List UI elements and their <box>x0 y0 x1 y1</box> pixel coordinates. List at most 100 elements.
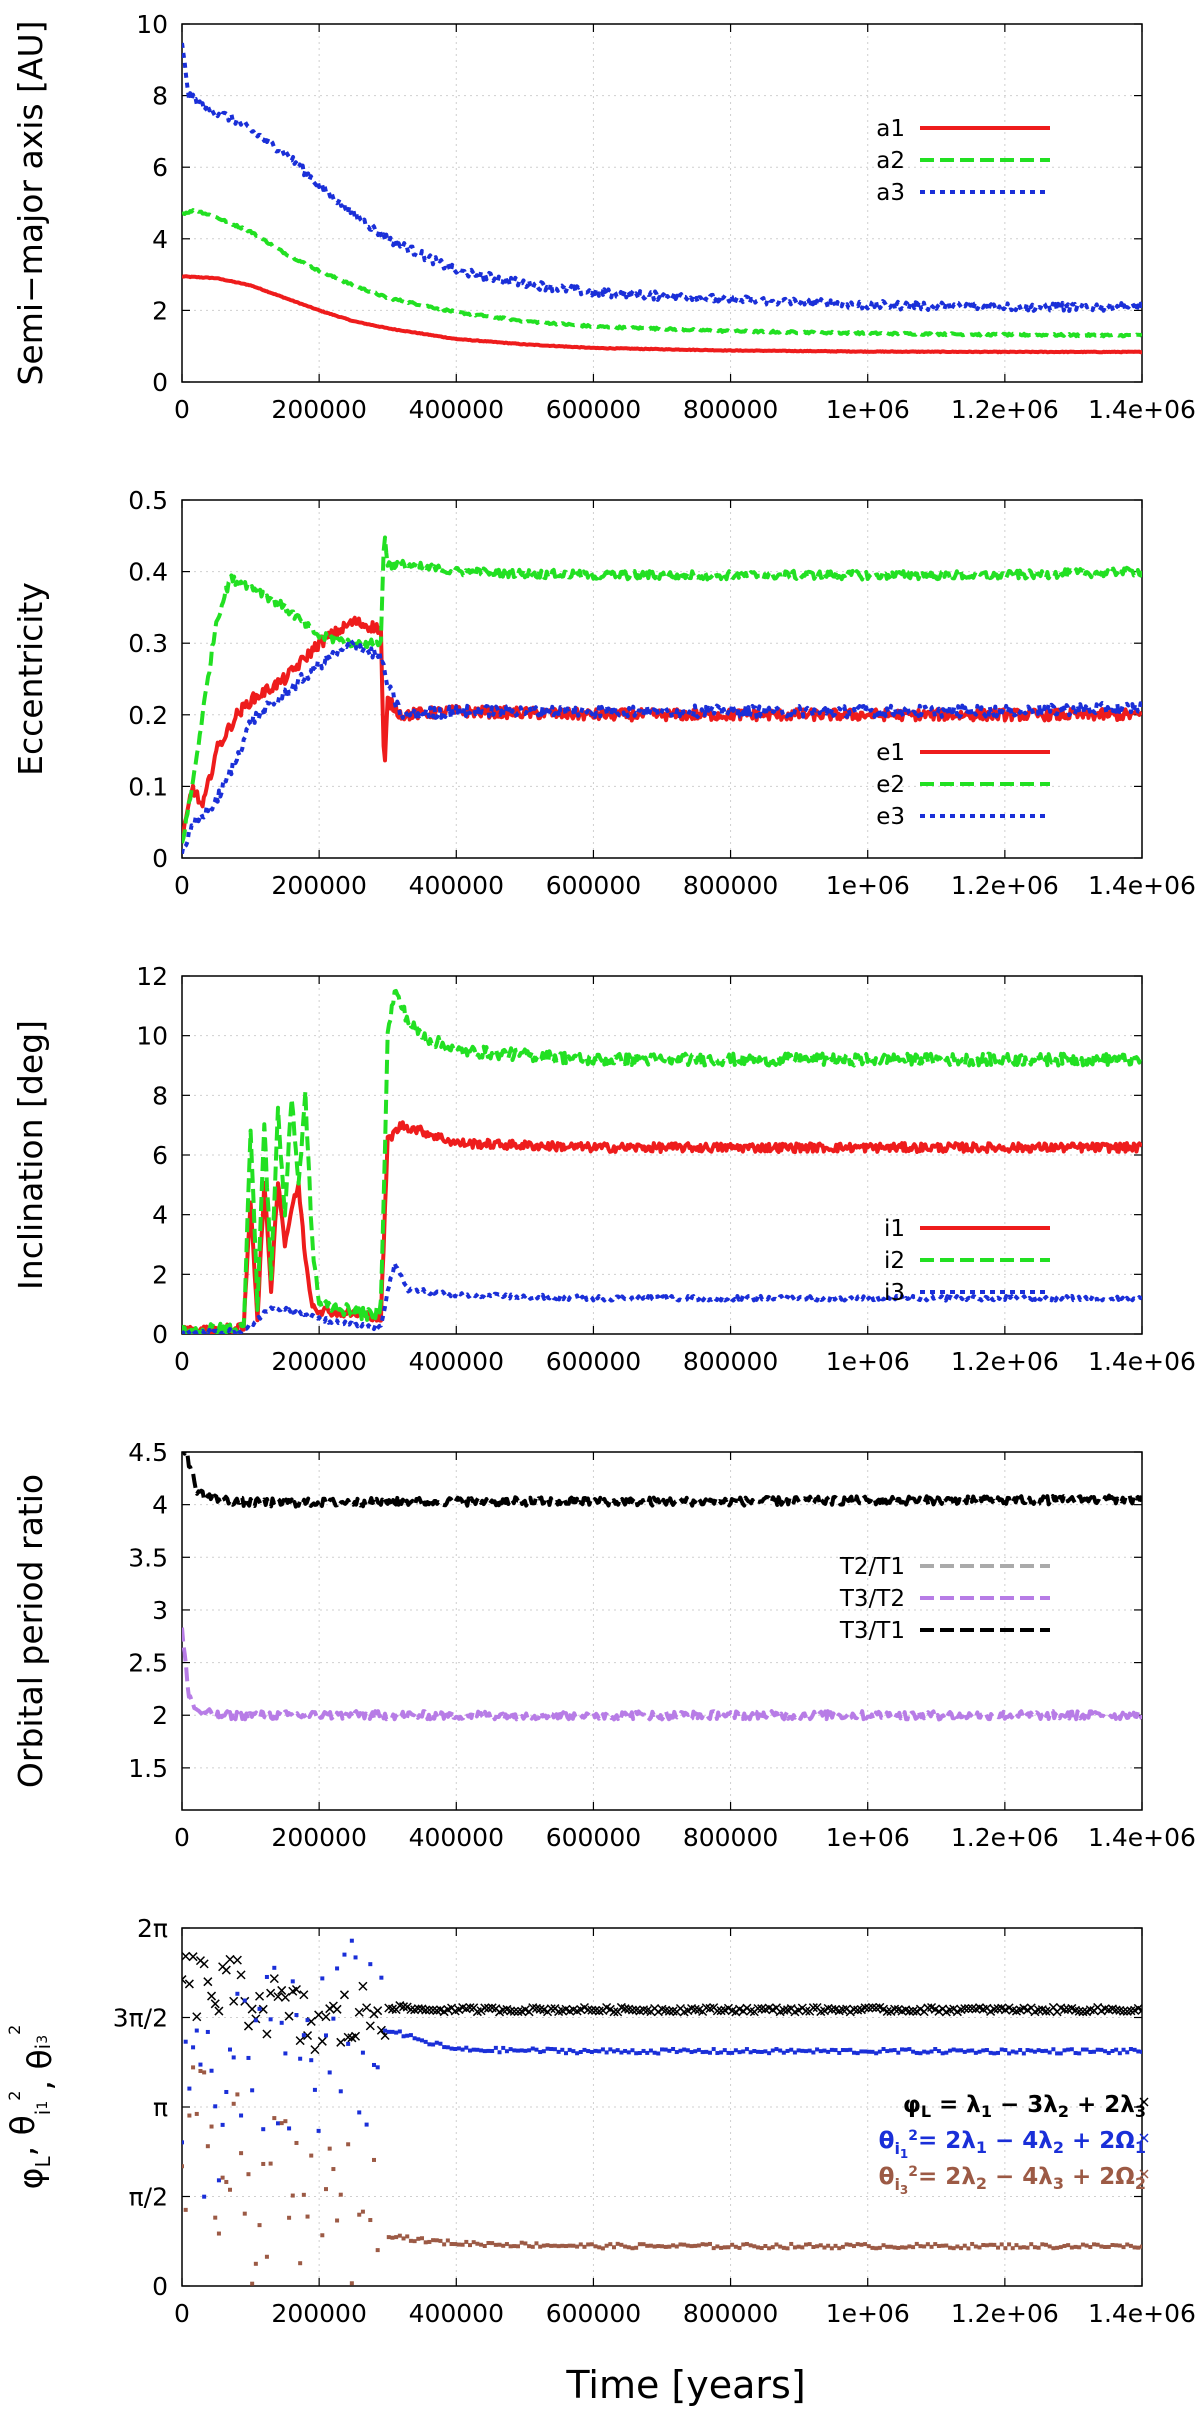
legend-label: T2/T1 <box>839 1554 905 1580</box>
scatter-point <box>925 2050 930 2055</box>
y-tick-label: 6 <box>152 1141 168 1170</box>
scatter-point <box>314 2010 324 2020</box>
scatter-point <box>741 2242 746 2247</box>
scatter-point <box>413 2004 423 2014</box>
scatter-point <box>508 2047 513 2052</box>
scatter-point <box>645 2243 650 2248</box>
scatter-point <box>767 2246 772 2251</box>
scatter-point <box>305 2018 310 2023</box>
scatter-point <box>493 2045 498 2050</box>
x-tick-label: 600000 <box>546 1347 641 1376</box>
scatter-point <box>287 2215 292 2220</box>
series-line-e1 <box>182 615 1142 844</box>
scatter-point <box>405 2033 410 2038</box>
scatter-point <box>892 2245 897 2250</box>
scatter-point <box>796 2244 801 2249</box>
scatter-point <box>512 2048 517 2053</box>
scatter-point <box>1125 2242 1130 2247</box>
scatter-point <box>346 2142 351 2147</box>
scatter-point <box>284 2011 294 2021</box>
scatter-point <box>401 2034 406 2039</box>
scatter-point <box>465 2003 475 2013</box>
scatter-point <box>789 2047 794 2052</box>
scatter-point <box>346 2041 351 2046</box>
scatter-point <box>1117 2051 1122 2056</box>
scatter-point <box>523 2048 528 2053</box>
scatter-point <box>955 2048 960 2053</box>
scatter-point <box>779 2005 789 2015</box>
scatter-point <box>993 2004 1003 2014</box>
scatter-point <box>996 2245 1000 2250</box>
scatter-point <box>682 2242 687 2247</box>
scatter-point <box>1062 2048 1067 2053</box>
scatter-point <box>582 2047 587 2052</box>
scatter-point <box>184 1979 194 1989</box>
scatter-point <box>549 2243 554 2248</box>
scatter-point <box>228 2187 232 2192</box>
scatter-point <box>486 2048 491 2053</box>
scatter-point <box>556 2244 561 2249</box>
scatter-point <box>874 2051 879 2056</box>
scatter-point <box>257 2006 262 2011</box>
scatter-point <box>428 2005 438 2015</box>
y-tick-label: 3 <box>152 1596 168 1625</box>
scatter-point <box>612 2245 616 2250</box>
scatter-point <box>730 2050 735 2055</box>
series-line-a3 <box>182 42 1142 314</box>
scatter-point <box>992 2051 997 2056</box>
scatter-point <box>1051 2047 1056 2052</box>
y-axis-title: Eccentricity <box>11 582 50 776</box>
scatter-point <box>364 2122 369 2127</box>
scatter-point <box>966 2246 971 2251</box>
scatter-point <box>262 2029 272 2039</box>
scatter-point <box>534 2047 539 2052</box>
scatter-point <box>301 2192 306 2197</box>
scatter-point <box>722 2245 727 2250</box>
scatter-point <box>424 2005 434 2015</box>
y-tick-label: 0 <box>152 1320 168 1349</box>
scatter-point <box>235 1991 240 1996</box>
scatter-point <box>855 2051 860 2056</box>
scatter-point <box>1040 2242 1045 2247</box>
scatter-point <box>283 2051 288 2056</box>
scatter-point <box>250 2281 255 2286</box>
scatter-point <box>594 2006 604 2016</box>
scatter-point <box>257 2223 262 2228</box>
scatter-point <box>674 2050 679 2055</box>
scatter-point <box>1099 2047 1104 2052</box>
scatter-point <box>475 2047 480 2052</box>
scatter-point <box>815 2244 820 2249</box>
x-tick-label: 1e+06 <box>826 395 910 424</box>
scatter-point <box>1078 2007 1088 2017</box>
scatter-point <box>516 2048 520 2053</box>
scatter-point <box>792 2050 797 2055</box>
scatter-point <box>538 2244 543 2249</box>
scatter-point <box>1095 2242 1100 2247</box>
scatter-point <box>752 2048 757 2053</box>
scatter-point <box>1092 2049 1096 2054</box>
scatter-point <box>977 2245 982 2250</box>
scatter-point <box>715 2244 720 2249</box>
y-axis-title: Orbital period ratio <box>11 1474 50 1788</box>
scatter-point <box>545 2243 550 2248</box>
scatter-point <box>519 2048 524 2053</box>
legend-label: e1 <box>876 740 905 766</box>
scatter-point <box>294 2013 299 2018</box>
scatter-point <box>312 2087 317 2092</box>
scatter-point <box>464 2045 469 2050</box>
scatter-point <box>960 2004 970 2014</box>
scatter-point <box>748 2243 753 2248</box>
legend-label: a3 <box>876 180 905 206</box>
scatter-point <box>253 2018 258 2023</box>
y-tick-label: 1.5 <box>128 1754 168 1783</box>
scatter-point <box>911 2049 916 2054</box>
scatter-point <box>882 2006 892 2017</box>
scatter-point <box>1041 2006 1051 2016</box>
scatter-point <box>881 2243 886 2248</box>
scatter-point <box>948 2048 952 2053</box>
scatter-point <box>216 2178 221 2183</box>
scatter-point <box>501 2243 506 2248</box>
scatter-point <box>1095 2047 1100 2052</box>
scatter-point <box>583 2005 593 2015</box>
scatter-point <box>210 1999 220 2009</box>
